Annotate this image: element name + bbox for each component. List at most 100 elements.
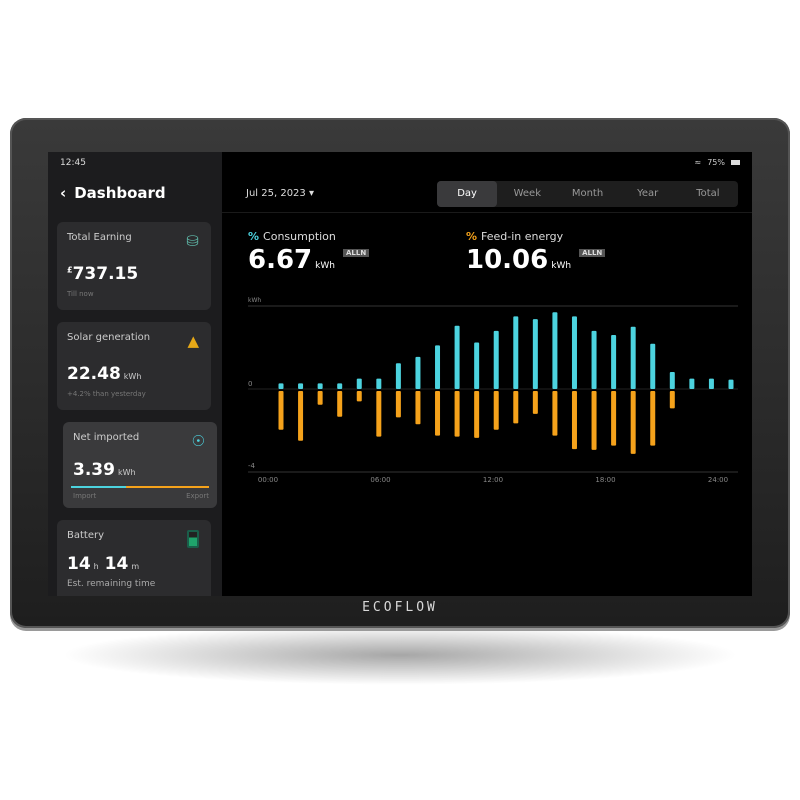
import-label: Import [73,492,97,500]
consumption-bar [395,363,401,389]
consumption-bar [630,326,636,389]
consumption-bar [474,342,480,389]
date-picker[interactable]: Jul 25, 2023 ▾ [246,188,314,199]
card-value: 22.48 [67,364,121,384]
card-title: Battery [67,530,105,541]
feed-in-bar [630,391,636,454]
consumption-bar [728,379,734,389]
hours-unit: h [93,562,99,571]
ecoflow-logo: ECOFLOW [362,600,438,615]
card-unit: kWh [117,468,136,477]
hours-value: 14 [67,554,91,574]
metric-feed-in: % Feed-in energy 10.06 kWh ALLN [466,230,606,275]
grid-icon: ☉ [191,432,205,450]
feed-in-bar [435,391,441,436]
feed-in-bar [513,391,519,424]
tab-week[interactable]: Week [513,188,541,199]
import-fill [71,486,127,488]
consumption-bar [552,312,558,389]
feed-in-bar [317,391,323,405]
minutes-unit: m [131,562,140,571]
feed-in-bar [395,391,401,418]
consumption-bar [415,356,421,389]
card-subtext: Est. remaining time [67,579,156,589]
metric-label: Consumption [263,230,336,243]
x-tick-label: 18:00 [595,476,615,484]
tablet-device: 12:45 ‹ Dashboard Total Earning ⛁ £737.15… [10,118,790,628]
y-axis-label: kWh [248,297,261,304]
consumption-bar [611,335,617,389]
feed-in-bar [474,391,480,438]
metric-value: 6.67 [248,245,313,275]
feed-in-bar [591,391,597,450]
consumption-icon: % [248,230,260,243]
metric-unit: kWh [551,261,572,271]
feed-in-bar [278,391,284,430]
currency: £ [67,265,73,275]
consumption-bar [435,345,441,389]
status-time: 12:45 [60,158,86,168]
consumption-bar [708,378,714,389]
energy-bar-chart: kWh 0 -400:00 06:00 12:00 18:00 24:00 [248,297,738,484]
date-value: Jul 25, 2023 [246,188,306,199]
tab-day[interactable]: Day [437,181,498,207]
feed-in-bar [356,391,362,402]
x-tick-label: 12:00 [483,476,503,484]
consumption-bar [669,371,675,389]
consumption-bar [317,383,323,389]
chevron-left-icon: ‹ [60,184,67,202]
feed-in-bar [337,391,343,417]
caret-down-icon: ▾ [308,188,314,199]
tab-year[interactable]: Year [637,188,659,199]
back-button[interactable]: ‹ Dashboard [60,184,166,202]
x-tick-label: 06:00 [370,476,390,484]
battery-percent: 75% [707,158,725,167]
status-bar: ≈75% [695,158,740,167]
feed-in-bar [669,391,675,409]
y-tick-label: -4 [248,462,256,470]
page-title: Dashboard [74,184,166,202]
card-title: Total Earning [67,232,132,243]
export-label: Export [186,492,209,500]
card-title: Net imported [73,432,140,443]
metric-label: Feed-in energy [481,230,564,243]
tab-total[interactable]: Total [696,188,720,199]
tab-month[interactable]: Month [571,188,604,199]
device-shadow [60,625,740,685]
card-value: 737.15 [72,264,139,284]
card-subtext: +4.2% than yesterday [67,390,146,398]
consumption-bar [356,378,362,389]
feed-in-bar [493,391,499,430]
metric-consumption: % Consumption 6.67 kWh ALLN [248,230,370,275]
sidebar: 12:45 ‹ Dashboard Total Earning ⛁ £737.15… [48,152,222,596]
x-tick-label: 24:00 [708,476,728,484]
card-net-imported[interactable]: Net imported ☉ 3.39 kWh Import Export [63,422,217,508]
card-battery[interactable]: Battery 14 h 14 m Est. remaining time [57,520,211,596]
feed-in-bar [532,391,538,414]
card-total-earning[interactable]: Total Earning ⛁ £737.15 Till now [57,222,211,310]
feed-in-bar [571,391,577,450]
feed-in-bar [611,391,617,446]
y-tick-label: 0 [248,380,252,388]
feed-in-bar [552,391,558,436]
feed-in-bar [376,391,382,437]
consumption-bar [376,378,382,389]
card-value: 3.39 [73,460,115,480]
solar-icon: ▲ [187,332,199,350]
card-solar-generation[interactable]: Solar generation ▲ 22.48 kWh +4.2% than y… [57,322,211,410]
consumption-bar [571,316,577,389]
metric-badge: ALLN [342,249,370,257]
x-tick-label: 00:00 [258,476,278,484]
metric-value: 10.06 [466,245,549,275]
consumption-bar [532,319,538,389]
consumption-bar [650,343,656,389]
consumption-bar [454,325,460,389]
feed-in-bar [650,391,656,446]
metric-unit: kWh [315,261,335,271]
battery-icon [187,530,199,548]
consumption-bar [689,378,695,389]
consumption-bar [591,330,597,389]
card-subtext: Till now [67,290,94,298]
period-tabs: Day Week Month Year Total [437,181,738,207]
import-export-bar [71,486,209,488]
